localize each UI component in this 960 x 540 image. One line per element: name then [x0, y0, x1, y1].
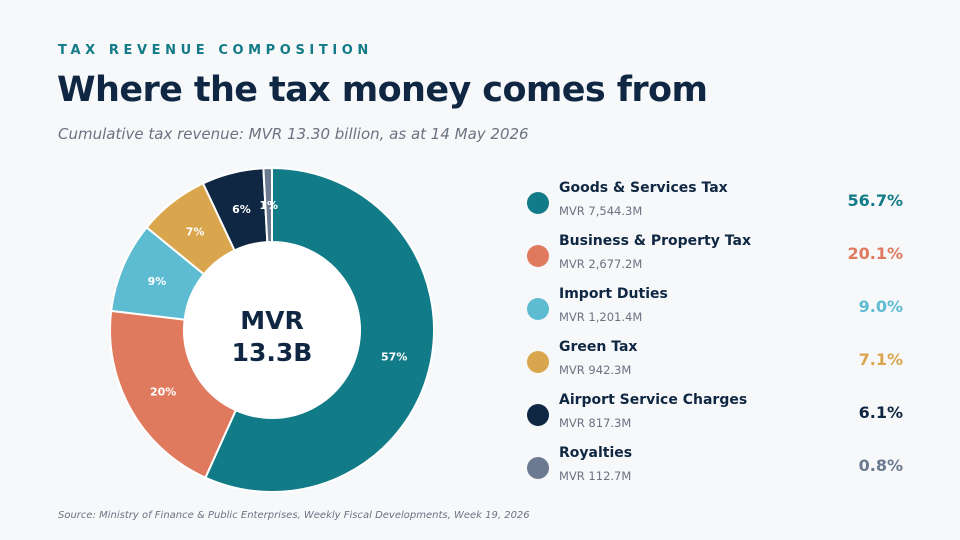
slice-label: 9% — [148, 275, 167, 288]
slice-label: 7% — [186, 225, 205, 238]
legend-item: Import Duties MVR 1,201.4M 9.0% — [527, 284, 907, 337]
chart-title: Where the tax money comes from — [57, 70, 708, 110]
legend-percent: 9.0% — [858, 297, 903, 316]
slice-label: 57% — [381, 350, 407, 363]
legend-label: Green Tax — [559, 339, 638, 355]
chart-subtitle: Cumulative tax revenue: MVR 13.30 billio… — [58, 125, 529, 143]
legend-label: Royalties — [559, 445, 633, 461]
legend-swatch — [527, 298, 549, 320]
legend-percent: 0.8% — [858, 456, 903, 475]
center-label-line1: MVR — [240, 306, 303, 335]
legend-label: Import Duties — [559, 286, 668, 302]
legend-value: MVR 817.3M — [559, 416, 632, 430]
slice-label: 20% — [150, 386, 176, 399]
donut-slice — [262, 166, 273, 244]
donut-slice — [204, 166, 435, 493]
legend-value: MVR 112.7M — [559, 469, 632, 483]
legend-swatch — [527, 351, 549, 373]
donut-hole — [185, 243, 359, 417]
slice-label: 6% — [232, 203, 251, 216]
chart-legend: Goods & Services Tax MVR 7,544.3M 56.7% Bus… — [527, 178, 907, 496]
legend-label: Business & Property Tax — [559, 233, 751, 249]
legend-value: MVR 2,677.2M — [559, 257, 643, 271]
legend-swatch — [527, 404, 549, 426]
legend-value: MVR 7,544.3M — [559, 204, 643, 218]
legend-item: Royalties MVR 112.7M 0.8% — [527, 443, 907, 496]
legend-item: Goods & Services Tax MVR 7,544.3M 56.7% — [527, 178, 907, 231]
legend-swatch — [527, 245, 549, 267]
legend-value: MVR 1,201.4M — [559, 310, 643, 324]
legend-swatch — [527, 192, 549, 214]
legend-percent: 6.1% — [858, 403, 903, 422]
legend-label: Airport Service Charges — [559, 392, 748, 408]
chart-eyebrow: TAX REVENUE COMPOSITION — [58, 43, 373, 58]
legend-swatch — [527, 457, 549, 479]
center-label-line2: 13.3B — [232, 338, 313, 367]
legend-item: Green Tax MVR 942.3M 7.1% — [527, 337, 907, 390]
legend-percent: 56.7% — [847, 191, 903, 210]
legend-item: Airport Service Charges MVR 817.3M 6.1% — [527, 390, 907, 443]
legend-label: Goods & Services Tax — [559, 180, 728, 196]
legend-percent: 7.1% — [858, 350, 903, 369]
legend-value: MVR 942.3M — [559, 363, 632, 377]
legend-percent: 20.1% — [847, 244, 903, 263]
donut-slice — [109, 309, 238, 479]
source-note: Source: Ministry of Finance & Public Ent… — [58, 510, 530, 521]
legend-item: Business & Property Tax MVR 2,677.2M 20.1% — [527, 231, 907, 284]
slice-label: 1% — [259, 199, 278, 212]
